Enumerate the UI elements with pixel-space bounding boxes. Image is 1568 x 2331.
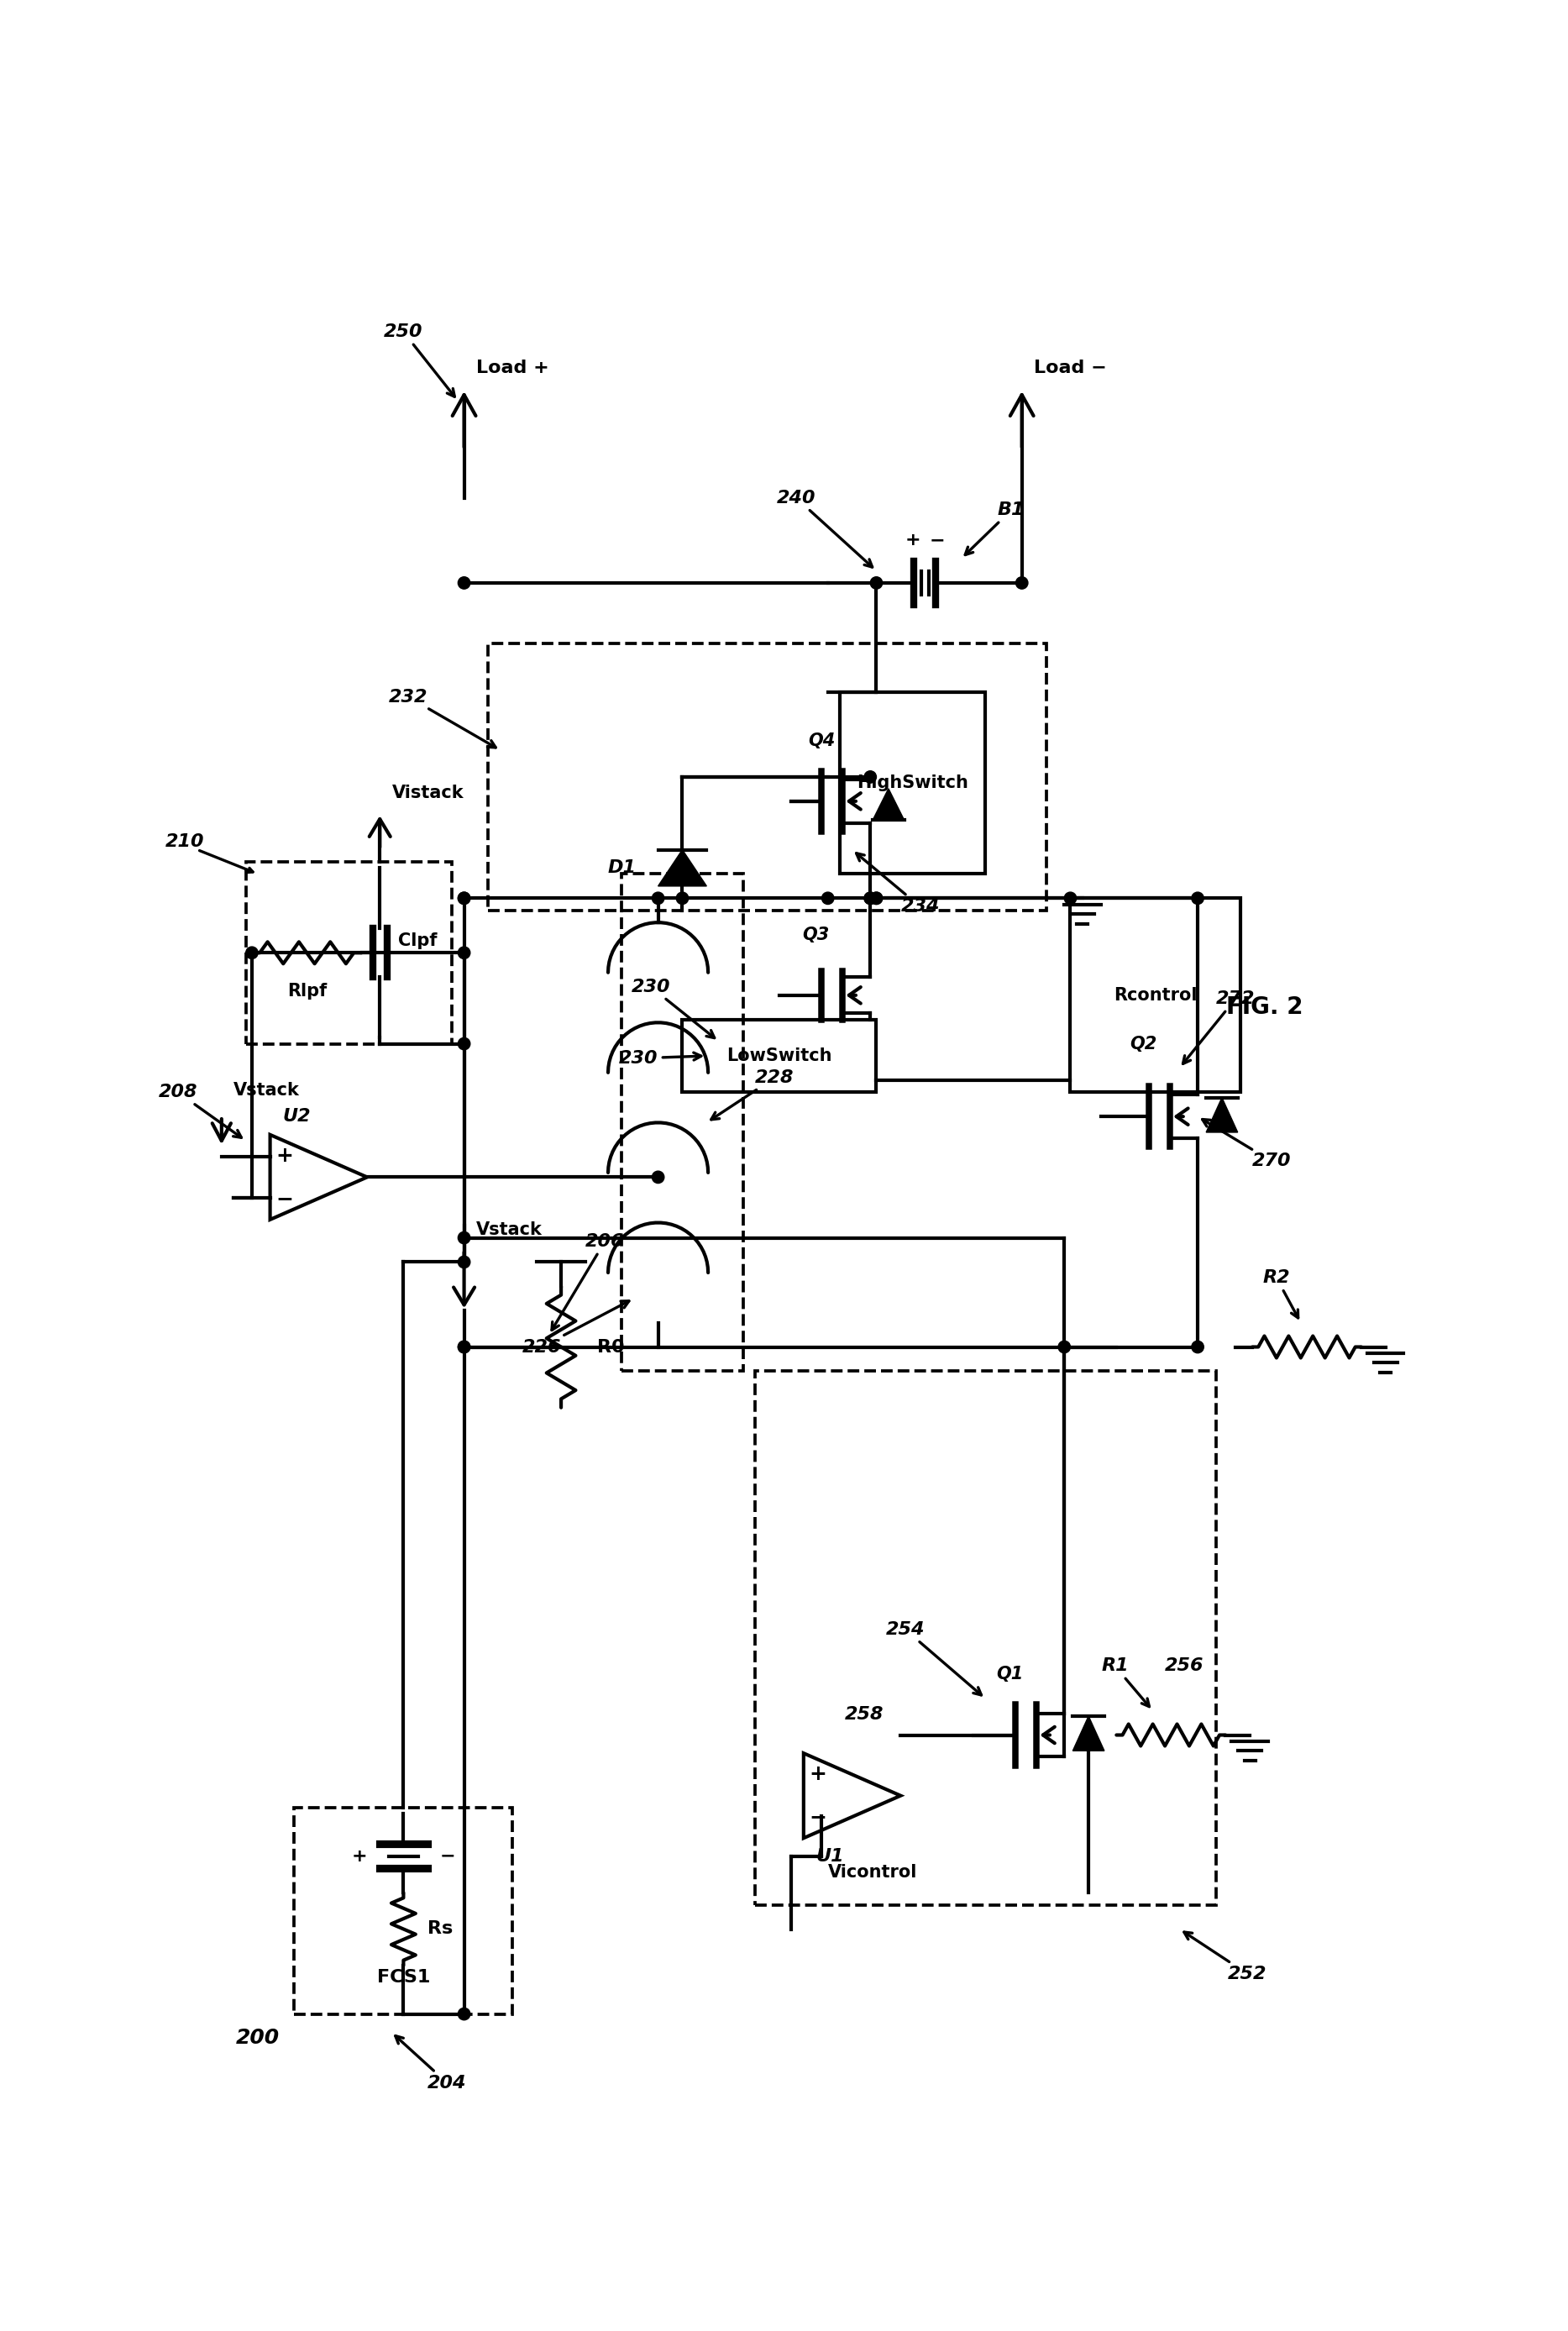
Text: Q3: Q3 <box>803 925 829 944</box>
Circle shape <box>676 893 688 904</box>
Circle shape <box>458 1231 470 1245</box>
Circle shape <box>458 893 470 904</box>
Circle shape <box>458 893 470 904</box>
Polygon shape <box>1206 1098 1237 1133</box>
Circle shape <box>246 946 259 958</box>
Text: −: − <box>930 531 946 548</box>
Circle shape <box>870 893 883 904</box>
Circle shape <box>458 946 470 958</box>
Text: HighSwitch: HighSwitch <box>858 774 969 793</box>
Circle shape <box>458 576 470 590</box>
Bar <box>840 692 985 874</box>
Bar <box>682 1019 877 1093</box>
Text: 230: 230 <box>632 979 715 1037</box>
Text: FIG. 2: FIG. 2 <box>1226 995 1303 1019</box>
Circle shape <box>1016 576 1029 590</box>
Circle shape <box>870 893 883 904</box>
Text: R2: R2 <box>1262 1270 1298 1317</box>
Text: 254: 254 <box>886 1620 982 1695</box>
Text: 232: 232 <box>389 688 495 748</box>
Text: 256: 256 <box>1165 1657 1204 1674</box>
Text: 250: 250 <box>384 324 455 396</box>
Text: 258: 258 <box>845 1706 884 1723</box>
Circle shape <box>822 893 834 904</box>
Bar <box>295 1809 513 2014</box>
Text: Load +: Load + <box>477 359 549 378</box>
Text: −: − <box>441 1848 455 1865</box>
Text: Load −: Load − <box>1033 359 1107 378</box>
Text: +: + <box>351 1848 367 1865</box>
Text: Rs: Rs <box>428 1921 453 1937</box>
Text: 230: 230 <box>619 1049 701 1068</box>
Circle shape <box>458 1340 470 1352</box>
Text: 200: 200 <box>237 2028 279 2049</box>
Circle shape <box>1192 893 1204 904</box>
Text: 206: 206 <box>552 1233 624 1331</box>
Text: Rlpf: Rlpf <box>287 984 326 1000</box>
Polygon shape <box>873 788 905 821</box>
Circle shape <box>458 2007 470 2021</box>
Bar <box>488 643 1046 911</box>
Text: +: + <box>276 1147 293 1166</box>
Text: LowSwitch: LowSwitch <box>726 1047 833 1065</box>
Text: 270: 270 <box>1203 1119 1292 1170</box>
Text: Vstack: Vstack <box>477 1221 543 1238</box>
Text: 208: 208 <box>158 1084 241 1138</box>
Text: 226: 226 <box>522 1301 629 1354</box>
Polygon shape <box>659 851 707 886</box>
Text: 210: 210 <box>166 832 205 851</box>
Text: R1: R1 <box>1101 1657 1149 1706</box>
Text: Vstack: Vstack <box>234 1082 299 1098</box>
Text: U2: U2 <box>282 1107 310 1126</box>
Text: Vistack: Vistack <box>392 786 464 802</box>
Text: +: + <box>905 531 920 548</box>
Circle shape <box>458 1037 470 1049</box>
Text: +: + <box>809 1765 826 1786</box>
Bar <box>1071 897 1240 1093</box>
Circle shape <box>1192 1340 1204 1352</box>
Text: 234: 234 <box>856 853 939 916</box>
Text: R0: R0 <box>597 1338 626 1354</box>
Bar <box>756 1371 1215 1904</box>
Circle shape <box>652 893 665 904</box>
Text: 204: 204 <box>395 2035 467 2091</box>
Text: 272: 272 <box>1182 991 1254 1063</box>
Circle shape <box>864 893 877 904</box>
Text: FCS1: FCS1 <box>376 1970 430 1986</box>
Text: Q2: Q2 <box>1129 1035 1157 1051</box>
Text: −: − <box>276 1189 293 1207</box>
Text: 252: 252 <box>1184 1932 1267 1981</box>
Circle shape <box>864 772 877 783</box>
Circle shape <box>1058 1340 1071 1352</box>
Text: Q4: Q4 <box>808 732 836 748</box>
Bar <box>246 862 452 1044</box>
Circle shape <box>870 576 883 590</box>
Text: Q1: Q1 <box>996 1667 1024 1683</box>
Text: 228: 228 <box>712 1070 793 1119</box>
Text: D1: D1 <box>607 860 637 876</box>
Text: Rcontrol: Rcontrol <box>1113 986 1196 1005</box>
Text: B1: B1 <box>966 501 1025 555</box>
Circle shape <box>864 893 877 904</box>
Text: Vicontrol: Vicontrol <box>828 1865 917 1881</box>
Circle shape <box>458 1340 470 1352</box>
Text: −: − <box>809 1807 826 1828</box>
Text: Clpf: Clpf <box>398 932 437 949</box>
Text: 240: 240 <box>776 490 872 566</box>
Circle shape <box>458 1256 470 1268</box>
Bar <box>622 874 743 1371</box>
Circle shape <box>652 1170 665 1184</box>
Circle shape <box>1065 893 1076 904</box>
Polygon shape <box>1073 1716 1104 1751</box>
Text: U1: U1 <box>815 1848 844 1865</box>
